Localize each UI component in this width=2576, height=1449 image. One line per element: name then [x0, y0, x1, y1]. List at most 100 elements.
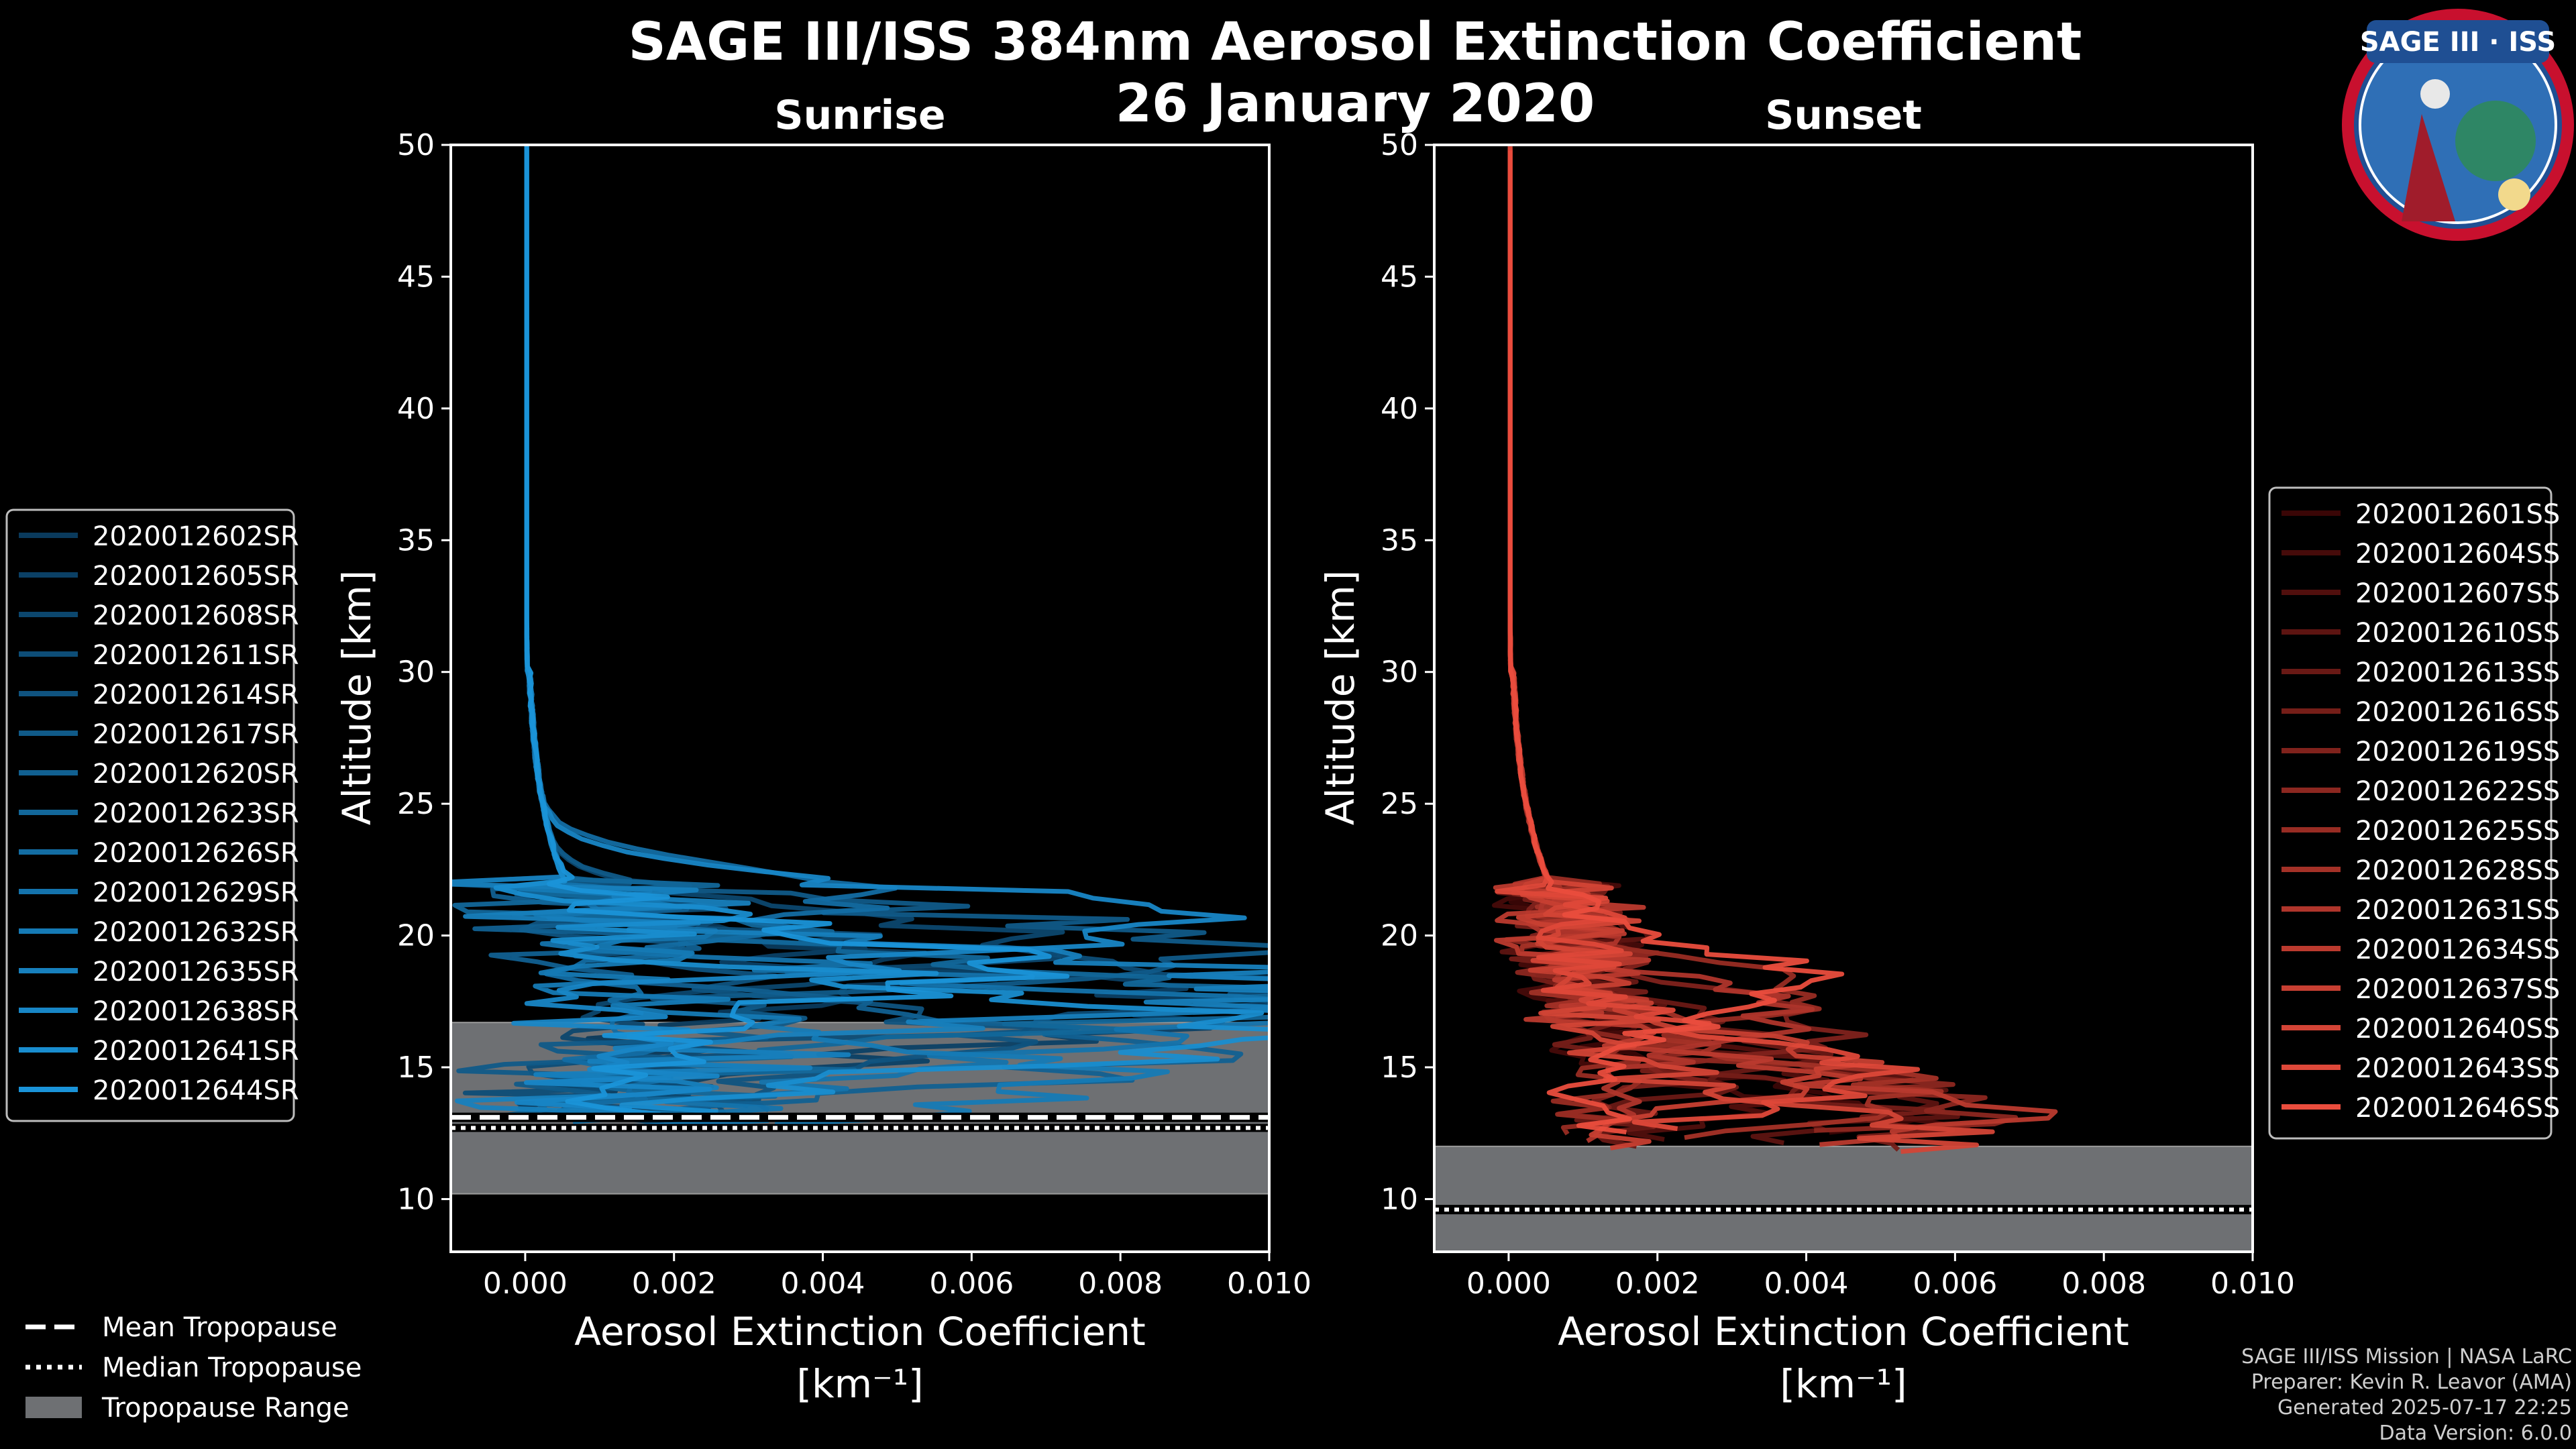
x-tick-label: 0.002	[1615, 1267, 1700, 1301]
legend-label-2020012641SR: 2020012641SR	[93, 1036, 299, 1067]
panel-sunset: 10 15 20 25 30 35 40 45 50 0.000 0.002 0.004 0.006 0.…	[1318, 92, 2560, 1407]
y-tick-label: 50	[1381, 128, 1418, 162]
legend-label-2020012628SS: 2020012628SS	[2355, 855, 2560, 886]
logo-figure	[2402, 114, 2455, 221]
legend-label-2020012634SS: 2020012634SS	[2355, 934, 2560, 965]
plot-frame	[449, 144, 1271, 1253]
x-tick-label: 0.004	[781, 1267, 865, 1301]
credit-line: Preparer: Kevin R. Leavor (AMA)	[2251, 1371, 2572, 1394]
x-tick-label: 0.008	[1078, 1267, 1163, 1301]
legend-label-2020012646SS: 2020012646SS	[2355, 1093, 2560, 1124]
y-tick-label: 30	[1381, 655, 1418, 690]
y-axis-label: Altitude [km]	[1318, 570, 1363, 825]
y-tick-label: 50	[397, 128, 435, 162]
y-tick-label: 15	[397, 1051, 435, 1085]
tropopause-legend-label: Tropopause Range	[101, 1393, 350, 1424]
y-tick-label: 15	[1381, 1051, 1418, 1085]
x-tick-label: 0.004	[1764, 1267, 1849, 1301]
panel-title: Sunset	[1765, 92, 1922, 139]
y-tick-label: 10	[1381, 1182, 1418, 1216]
figure-title: SAGE III/ISS 384nm Aerosol Extinction Co…	[628, 12, 2082, 72]
tropopause-legend-label: Median Tropopause	[102, 1352, 362, 1383]
y-tick-label: 30	[397, 655, 435, 690]
legend-label-2020012620SR: 2020012620SR	[93, 759, 299, 790]
y-tick-label: 20	[397, 919, 435, 953]
x-axis-label: Aerosol Extinction Coefficient	[1558, 1309, 2129, 1354]
logo-sun	[2498, 178, 2530, 211]
legend-label-2020012625SS: 2020012625SS	[2355, 816, 2560, 847]
legend-label-2020012629SR: 2020012629SR	[93, 877, 299, 908]
legend-label-2020012613SS: 2020012613SS	[2355, 657, 2560, 688]
legend-label-2020012610SS: 2020012610SS	[2355, 618, 2560, 649]
legend-label-2020012617SR: 2020012617SR	[93, 719, 299, 750]
legend-label-2020012631SS: 2020012631SS	[2355, 895, 2560, 926]
credits-block: SAGE III/ISS Mission | NASA LaRC Prepare…	[1968, 1344, 2572, 1446]
profile-line-2020012646SS	[1507, 150, 1845, 1135]
legend-label-2020012637SS: 2020012637SS	[2355, 974, 2560, 1005]
x-tick-label: 0.010	[2210, 1267, 2295, 1301]
y-tick-label: 10	[397, 1182, 435, 1216]
legend-label-2020012605SR: 2020012605SR	[93, 561, 299, 592]
legend-label-2020012607SS: 2020012607SS	[2355, 578, 2560, 609]
profile-line-2020012640SS	[1507, 150, 1995, 1155]
legend-label-2020012626SR: 2020012626SR	[93, 838, 299, 869]
legend-label-2020012608SR: 2020012608SR	[93, 600, 299, 631]
legend-label-2020012614SR: 2020012614SR	[93, 680, 299, 710]
tropopause-legend-label: Mean Tropopause	[102, 1312, 337, 1343]
x-axis-unit: [km⁻¹]	[1780, 1361, 1907, 1407]
legend-range-swatch	[25, 1397, 82, 1418]
tropopause-range-band	[1434, 1145, 2253, 1252]
y-axis-label: Altitude [km]	[334, 570, 380, 825]
series-legend-frame	[2268, 486, 2553, 1140]
plot-frame	[1433, 144, 2254, 1253]
y-tick-label: 40	[397, 392, 435, 426]
x-tick-label: 0.002	[632, 1267, 716, 1301]
legend-label-2020012611SR: 2020012611SR	[93, 640, 299, 671]
tropopause-legend: Mean Tropopause Median Tropopause Tropopau…	[25, 1312, 362, 1424]
y-tick-label: 35	[1381, 523, 1418, 557]
y-tick-label: 40	[1381, 392, 1418, 426]
mission-logo: SAGE III · ISS	[2342, 9, 2574, 241]
credit-line: Generated 2025-07-17 22:25	[2277, 1396, 2572, 1419]
legend-label-2020012616SS: 2020012616SS	[2355, 697, 2560, 728]
x-axis-unit: [km⁻¹]	[796, 1361, 923, 1407]
plot-area	[1434, 145, 2253, 1252]
logo-earth	[2455, 101, 2536, 181]
series-legend: 2020012601SS 2020012604SS 2020012607SS 2020…	[2268, 486, 2560, 1140]
y-tick-label: 25	[397, 787, 435, 821]
legend-label-2020012622SS: 2020012622SS	[2355, 776, 2560, 807]
legend-label-2020012632SR: 2020012632SR	[93, 917, 299, 948]
series-legend: 2020012602SR 2020012605SR 2020012608SR 2020…	[5, 508, 299, 1122]
credit-line: SAGE III/ISS Mission | NASA LaRC	[2241, 1345, 2572, 1368]
y-tick-label: 25	[1381, 787, 1418, 821]
logo-text: SAGE III · ISS	[2360, 27, 2556, 58]
series-legend-frame	[5, 508, 295, 1122]
legend-label-2020012643SS: 2020012643SS	[2355, 1053, 2560, 1084]
panel-title: Sunrise	[774, 92, 945, 139]
x-tick-label: 0.000	[1466, 1267, 1551, 1301]
x-axis-label: Aerosol Extinction Coefficient	[574, 1309, 1146, 1354]
legend-label-2020012640SS: 2020012640SS	[2355, 1014, 2560, 1044]
x-tick-label: 0.006	[929, 1267, 1014, 1301]
legend-label-2020012635SR: 2020012635SR	[93, 957, 299, 987]
x-tick-label: 0.010	[1227, 1267, 1311, 1301]
y-tick-label: 45	[397, 260, 435, 294]
legend-label-2020012601SS: 2020012601SS	[2355, 499, 2560, 530]
panel-sunrise: 10 15 20 25 30 35 40 45 50 0.000 0.002 0.004 0.006 0.…	[5, 92, 1311, 1407]
y-tick-label: 35	[397, 523, 435, 557]
y-tick-label: 20	[1381, 919, 1418, 953]
legend-label-2020012638SR: 2020012638SR	[93, 996, 299, 1027]
credit-line: Data Version: 6.0.0	[2379, 1421, 2572, 1445]
x-tick-label: 0.008	[2061, 1267, 2146, 1301]
y-tick-label: 45	[1381, 260, 1418, 294]
plot-area	[451, 145, 1269, 1195]
figure-date: 26 January 2020	[1115, 74, 1595, 134]
x-tick-label: 0.000	[483, 1267, 568, 1301]
legend-label-2020012623SR: 2020012623SR	[93, 798, 299, 829]
legend-label-2020012604SS: 2020012604SS	[2355, 539, 2560, 570]
legend-label-2020012602SR: 2020012602SR	[93, 521, 299, 552]
logo-moon	[2420, 79, 2450, 109]
logo-banner	[2367, 20, 2549, 63]
